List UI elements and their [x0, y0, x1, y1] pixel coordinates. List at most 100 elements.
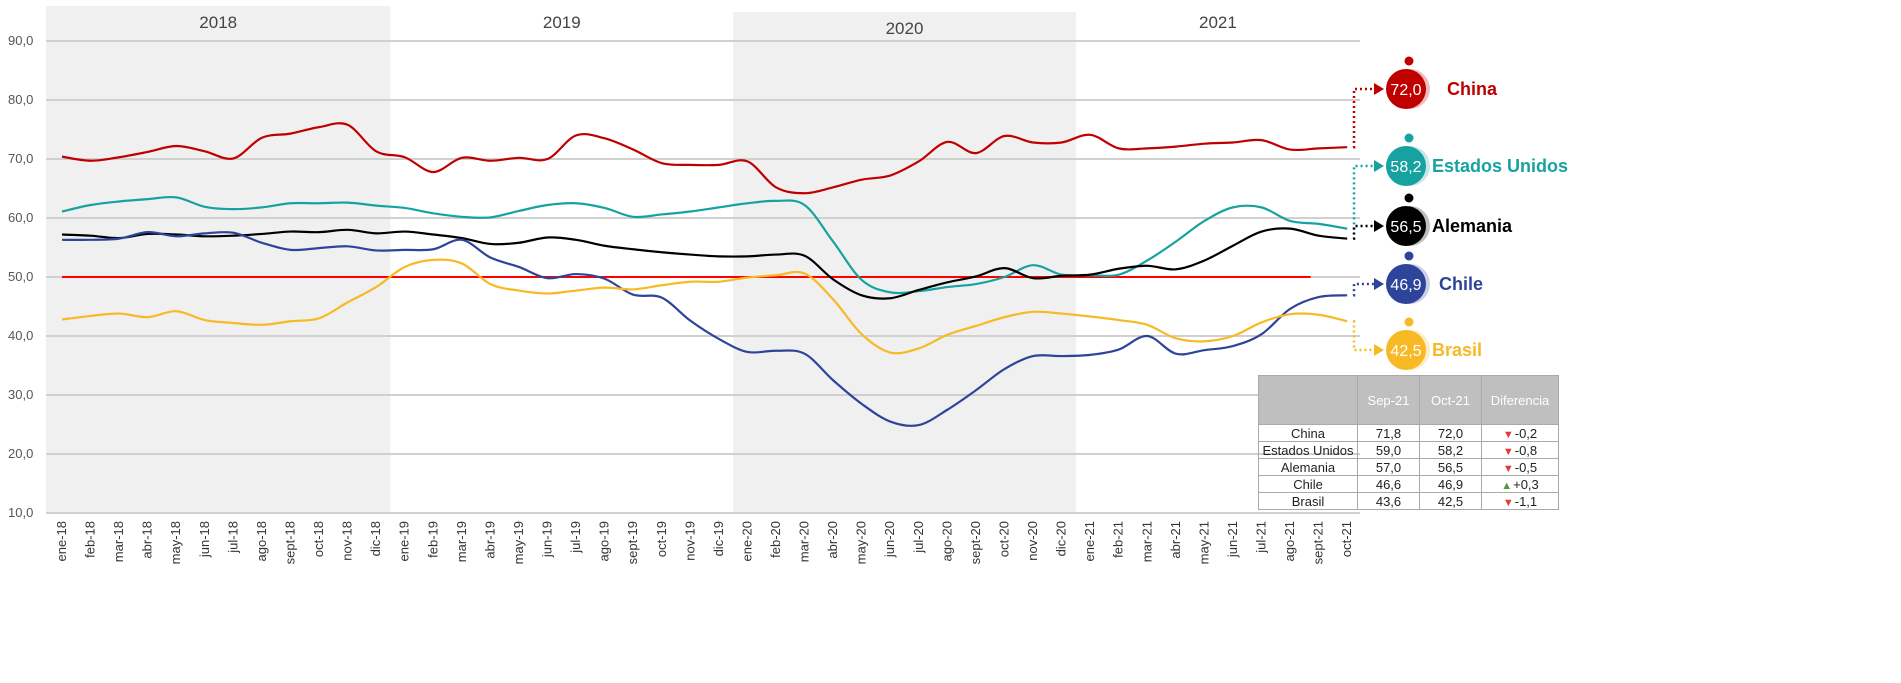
- table-cell: 43,6: [1357, 492, 1420, 510]
- series-line: [61, 195, 1348, 295]
- label-bubble: [1386, 206, 1426, 246]
- arrow-head: [1374, 220, 1384, 232]
- x-tick-label: feb-20: [768, 521, 783, 558]
- label-dot: [1404, 56, 1414, 66]
- label-bubble: [1386, 330, 1426, 370]
- x-tick-label: may-19: [511, 521, 526, 564]
- diff-value: -1,1: [1514, 493, 1538, 509]
- diff-value: -0,5: [1514, 459, 1538, 475]
- table-header-cell: Diferencia: [1481, 375, 1559, 425]
- series-line: [61, 227, 1348, 300]
- x-tick-label: dic-20: [1054, 521, 1069, 556]
- trend-icon: ▼: [1502, 496, 1514, 509]
- x-tick-label: sept-21: [1311, 521, 1326, 564]
- x-tick-label: sept-20: [968, 521, 983, 564]
- summary-table: Sep-21 Oct-21 Diferencia China 71,8 72,0 ▼-0,2…: [1258, 375, 1559, 510]
- x-tick-label: ene-20: [739, 521, 754, 561]
- diff-value: -0,8: [1514, 442, 1538, 458]
- table-cell: 56,5: [1419, 458, 1482, 476]
- x-tick-label: ago-20: [939, 521, 954, 561]
- series-line: [61, 258, 1348, 355]
- x-tick-label: feb-18: [83, 521, 98, 558]
- x-tick-label: mar-18: [111, 521, 126, 562]
- x-tick-label: feb-19: [425, 521, 440, 558]
- table-header-cell: [1258, 375, 1358, 425]
- table-cell: 46,9: [1419, 475, 1482, 493]
- x-tick-label: abr-18: [140, 521, 155, 559]
- diff-value: +0,3: [1513, 476, 1539, 492]
- y-tick-label: 90,0: [8, 33, 33, 48]
- label-dot: [1404, 317, 1414, 327]
- y-tick-label: 80,0: [8, 92, 33, 107]
- table-header-row: Sep-21 Oct-21 Diferencia: [1258, 375, 1559, 425]
- x-tick-label: may-18: [168, 521, 183, 564]
- x-tick-label: sept-18: [282, 521, 297, 564]
- end-value-label: 72,0: [1390, 82, 1421, 99]
- arrow-head: [1374, 344, 1384, 356]
- legend-label: Estados Unidos: [1432, 156, 1568, 176]
- x-tick-label: jun-19: [540, 521, 555, 558]
- x-tick-label: dic-18: [368, 521, 383, 556]
- legend-label: Brasil: [1432, 340, 1482, 360]
- x-tick-label: ene-18: [54, 521, 69, 561]
- series-line: [61, 122, 1348, 195]
- y-tick-label: 50,0: [8, 269, 33, 284]
- x-tick-label: ago-18: [254, 521, 269, 561]
- x-tick-label: oct-20: [996, 521, 1011, 557]
- x-tick-label: mar-20: [797, 521, 812, 562]
- x-tick-label: jun-18: [197, 521, 212, 558]
- x-tick-label: sept-19: [625, 521, 640, 564]
- table-cell: 57,0: [1357, 458, 1420, 476]
- table-header-cell: Oct-21: [1419, 375, 1482, 425]
- table-cell: Alemania: [1258, 458, 1358, 476]
- x-tick-label: jul-20: [911, 521, 926, 554]
- table-row: Chile 46,6 46,9 ▲+0,3: [1258, 475, 1559, 493]
- x-tick-label: oct-21: [1339, 521, 1354, 557]
- legend-label: China: [1447, 79, 1498, 99]
- table-cell: 71,8: [1357, 424, 1420, 442]
- x-tick-label: jun-21: [1225, 521, 1240, 558]
- table-cell: Chile: [1258, 475, 1358, 493]
- end-value-label: 56,5: [1390, 219, 1421, 236]
- year-band: [46, 6, 391, 513]
- x-tick-label: ago-21: [1282, 521, 1297, 561]
- table-cell: 42,5: [1419, 492, 1482, 510]
- x-tick-label: dic-19: [711, 521, 726, 556]
- end-value-label: 58,2: [1390, 159, 1421, 176]
- label-bubble: [1386, 69, 1426, 109]
- table-cell: ▼-1,1: [1481, 492, 1559, 510]
- table-cell: Brasil: [1258, 492, 1358, 510]
- x-tick-label: ago-19: [597, 521, 612, 561]
- x-tick-label: mar-19: [454, 521, 469, 562]
- table-cell: 58,2: [1419, 441, 1482, 459]
- legend-label: Alemania: [1432, 216, 1513, 236]
- x-tick-label: jul-21: [1254, 521, 1269, 554]
- x-tick-label: mar-21: [1139, 521, 1154, 562]
- x-tick-label: nov-18: [340, 521, 355, 561]
- x-tick-label: may-21: [1196, 521, 1211, 564]
- x-tick-label: oct-19: [654, 521, 669, 557]
- connector: [1352, 282, 1378, 297]
- y-tick-label: 60,0: [8, 210, 33, 225]
- x-tick-label: ene-21: [1082, 521, 1097, 561]
- arrow-head: [1374, 160, 1384, 172]
- year-label: 2019: [543, 13, 581, 32]
- x-tick-label: ene-19: [397, 521, 412, 561]
- x-tick-label: jul-18: [225, 521, 240, 554]
- label-dot: [1404, 133, 1414, 143]
- year-label: 2021: [1199, 13, 1237, 32]
- table-cell: China: [1258, 424, 1358, 442]
- trend-icon: ▼: [1502, 445, 1514, 458]
- table-cell: 59,0: [1357, 441, 1420, 459]
- x-tick-label: abr-21: [1168, 521, 1183, 559]
- arrow-head: [1374, 278, 1384, 290]
- series-line: [61, 230, 1348, 427]
- x-tick-label: abr-20: [825, 521, 840, 559]
- connector: [1352, 87, 1378, 149]
- connector: [1352, 320, 1378, 352]
- x-tick-label: nov-19: [682, 521, 697, 561]
- x-tick-label: feb-21: [1111, 521, 1126, 558]
- x-tick-label: nov-20: [1025, 521, 1040, 561]
- table-cell: 46,6: [1357, 475, 1420, 493]
